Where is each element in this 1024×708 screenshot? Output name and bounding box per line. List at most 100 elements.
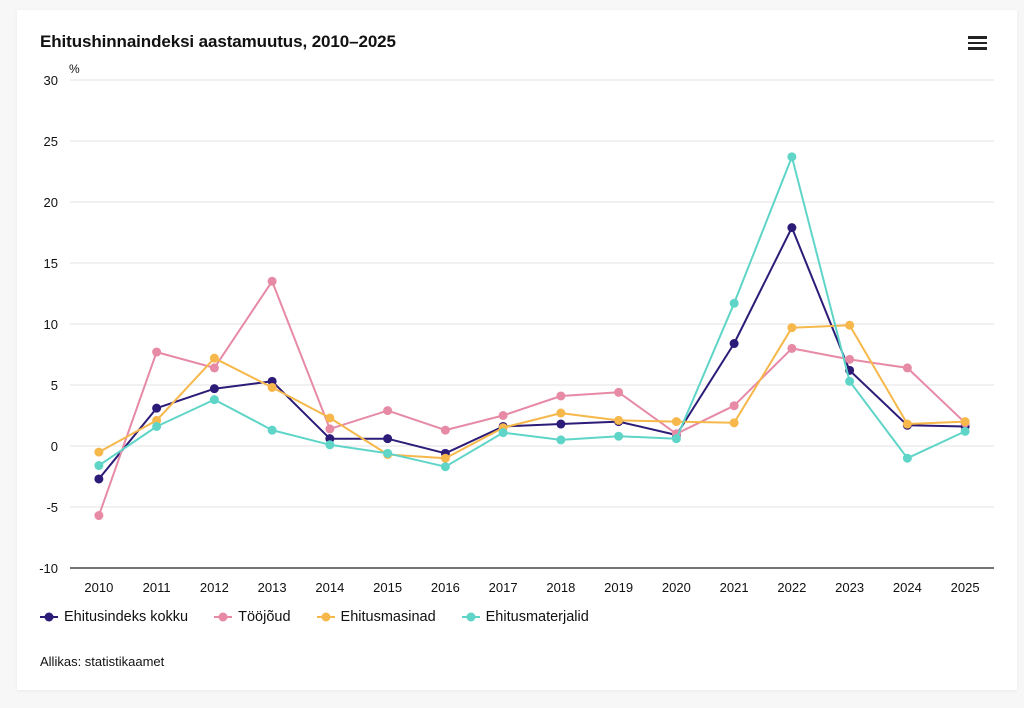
data-point[interactable] [614,415,624,425]
data-point[interactable] [94,461,104,471]
data-point[interactable] [845,376,855,386]
data-point[interactable] [267,276,277,286]
data-point[interactable] [556,391,566,401]
data-point[interactable] [325,440,335,450]
x-tick-label: 2022 [777,580,806,595]
y-tick-label: 10 [44,317,58,332]
data-point[interactable] [209,363,219,373]
data-point[interactable] [787,223,797,233]
y-tick-label: 20 [44,195,58,210]
data-point[interactable] [614,431,624,441]
source-note: Allikas: statistikaamet [40,654,165,669]
data-point[interactable] [383,406,393,416]
y-tick-label: 5 [51,378,58,393]
data-point[interactable] [440,425,450,435]
data-point[interactable] [209,353,219,363]
data-point[interactable] [729,401,739,411]
data-point[interactable] [209,384,219,394]
data-point[interactable] [556,435,566,445]
data-point[interactable] [787,343,797,353]
legend-label: Ehitusmaterjalid [485,609,589,625]
data-point[interactable] [325,413,335,423]
data-point[interactable] [440,462,450,472]
data-point[interactable] [383,434,393,444]
series-line[interactable] [98,155,966,468]
data-point[interactable] [960,426,970,436]
x-tick-label: 2019 [604,580,633,595]
x-tick-label: 2017 [489,580,518,595]
data-point[interactable] [498,428,508,438]
data-point[interactable] [729,339,739,349]
x-tick-label: 2012 [200,580,229,595]
chart-menu-button[interactable] [966,34,990,52]
data-point[interactable] [556,419,566,429]
x-tick-label: 2023 [835,580,864,595]
legend: Ehitusindeks kokku Tööjõud Ehitusmasinad Eh… [40,609,589,625]
hamburger-menu-icon-bar [968,41,987,45]
y-tick-label: 30 [44,73,58,88]
x-tick-label: 2015 [373,580,402,595]
y-axis-ticks: 30 25 20 15 10 5 0 -5 -10 [39,73,58,576]
legend-item[interactable]: Ehitusmasinad [316,609,436,625]
y-tick-label: 15 [44,256,58,271]
legend-label: Tööjõud [238,609,291,625]
data-point[interactable] [787,323,797,333]
x-tick-label: 2024 [893,580,922,595]
x-axis-ticks: 2010 2011 2012 2013 2014 2015 2016 2017 2018 2019… [84,580,979,595]
data-point[interactable] [671,417,681,427]
data-point[interactable] [960,417,970,427]
data-point[interactable] [94,511,104,521]
chart-title: Ehitushinnaindeksi aastamuutus, 2010–202… [40,32,396,51]
data-point[interactable] [152,403,162,413]
y-tick-label: 25 [44,134,58,149]
data-point[interactable] [729,418,739,428]
data-point[interactable] [556,408,566,418]
data-point[interactable] [902,453,912,463]
data-point[interactable] [845,354,855,364]
data-point[interactable] [729,298,739,308]
y-tick-label: -10 [39,561,58,576]
chart-card [17,10,1017,690]
legend-marker-icon [461,612,480,622]
data-point[interactable] [267,382,277,392]
data-point[interactable] [209,395,219,405]
data-point[interactable] [614,387,624,397]
data-point[interactable] [383,448,393,458]
data-point[interactable] [902,363,912,373]
series-tööjõud [94,276,970,521]
data-point[interactable] [787,152,797,162]
legend-marker-icon [316,612,335,622]
data-point[interactable] [94,447,104,457]
data-point[interactable] [902,419,912,429]
y-axis-unit-label: % [69,62,80,76]
legend-item[interactable]: Tööjõud [214,609,291,625]
series-group [94,152,970,521]
series-line[interactable] [98,324,966,460]
data-point[interactable] [498,411,508,420]
x-tick-label: 2016 [431,580,460,595]
x-tick-label: 2020 [662,580,691,595]
data-point[interactable] [152,347,162,357]
legend-item[interactable]: Ehitusindeks kokku [40,609,188,625]
legend-marker-icon [40,612,58,622]
x-tick-label: 2025 [951,580,980,595]
data-point[interactable] [325,424,335,434]
data-point[interactable] [671,434,681,444]
x-tick-label: 2011 [143,580,171,595]
legend-item[interactable]: Ehitusmaterjalid [461,609,589,625]
data-point[interactable] [94,474,104,484]
grid-lines [70,79,994,569]
data-point[interactable] [152,421,162,431]
x-tick-label: 2021 [720,580,749,595]
data-point[interactable] [845,320,855,330]
data-point[interactable] [440,453,450,463]
hamburger-menu-icon-bar [968,36,987,39]
data-point[interactable] [267,425,277,435]
x-tick-label: 2010 [84,580,113,595]
series-line[interactable] [98,226,966,480]
x-tick-label: 2013 [258,580,287,595]
series-line[interactable] [97,280,966,516]
x-tick-label: 2018 [546,580,575,595]
x-tick-label: 2014 [315,580,344,595]
legend-marker-icon [214,612,233,622]
